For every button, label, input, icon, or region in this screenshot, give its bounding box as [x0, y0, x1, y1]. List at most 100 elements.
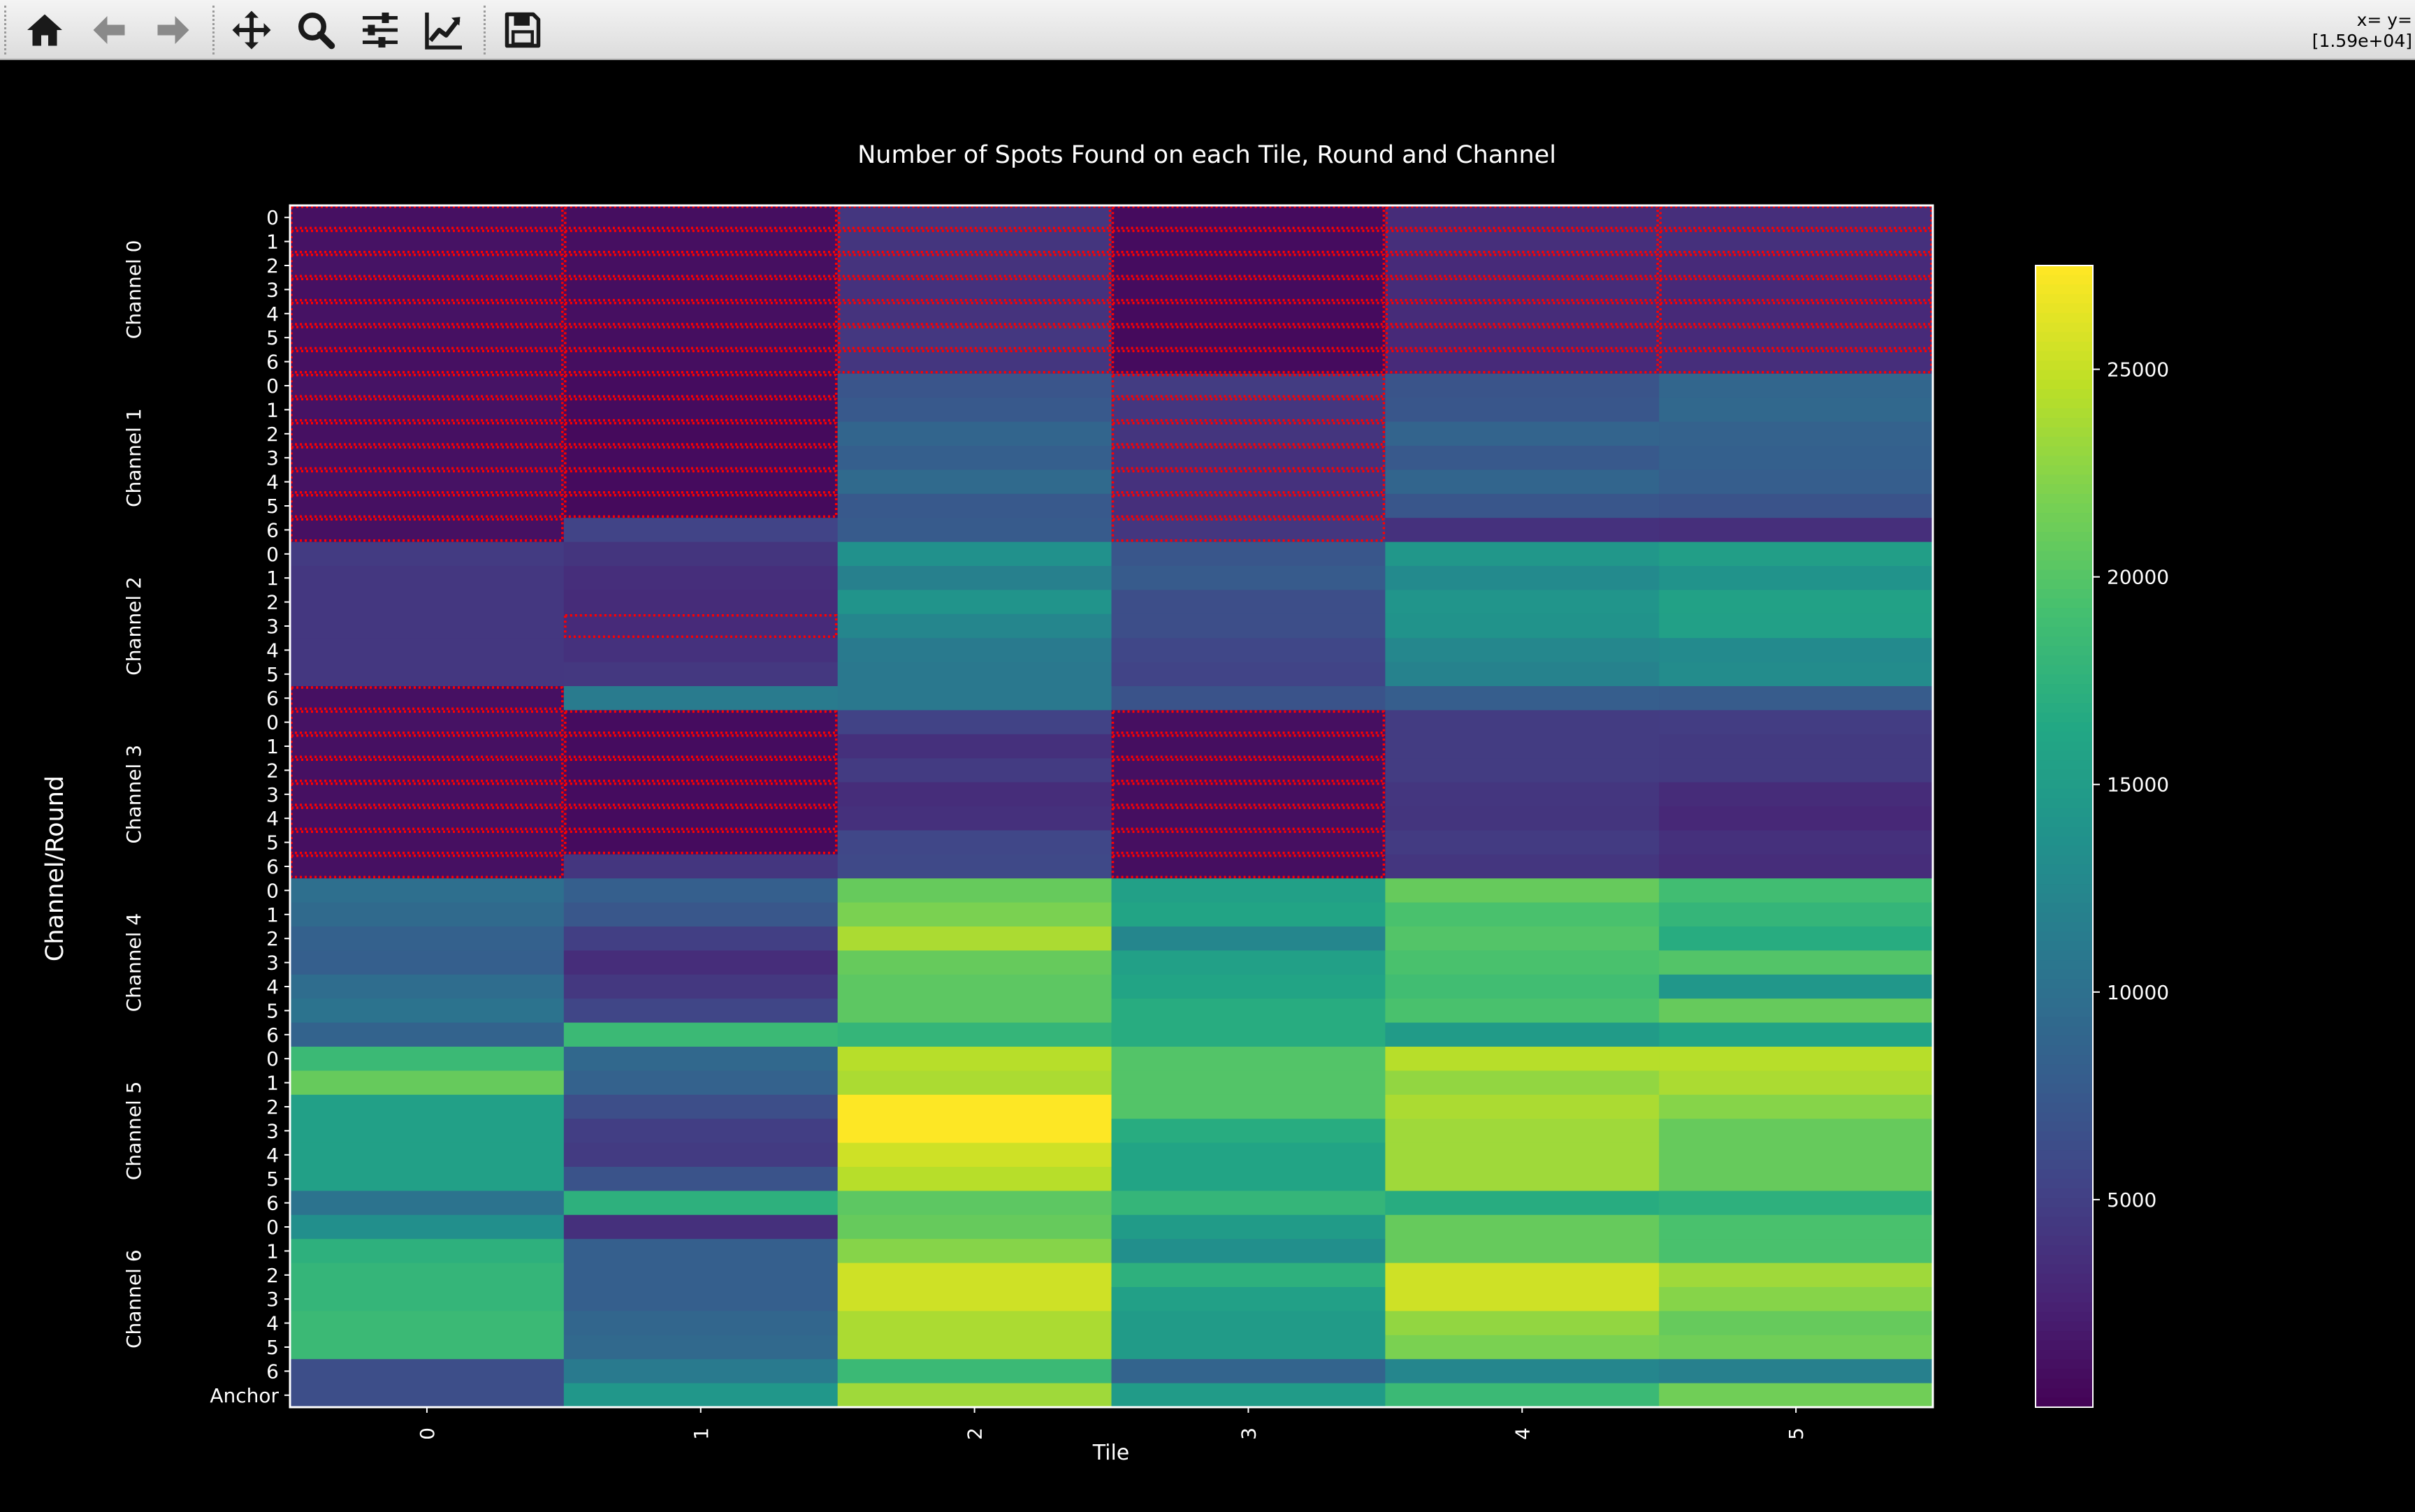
highlighted-cell-outline [1111, 349, 1386, 374]
y-tick-label: 2 [266, 254, 279, 277]
colorbar-segment [2036, 988, 2093, 999]
heatmap-cell [1111, 638, 1386, 663]
heatmap-cell [1385, 566, 1660, 590]
colorbar-segment [2036, 370, 2093, 380]
heatmap-cell [563, 205, 839, 230]
heatmap-cell [1659, 613, 1934, 639]
heatmap-cell [290, 253, 565, 278]
colorbar-segment [2036, 664, 2093, 676]
heatmap-cell [1659, 806, 1934, 831]
heatmap-cell [563, 950, 839, 975]
save-button[interactable] [496, 4, 549, 56]
pan-button[interactable] [225, 4, 278, 56]
y-tick-label: 6 [266, 1192, 279, 1215]
colorbar-tick-label: 5000 [2107, 1188, 2156, 1212]
heatmap-cell [837, 349, 1112, 375]
heatmap-cell [563, 277, 839, 303]
heatmap-cell [290, 1070, 565, 1096]
heatmap-cell [837, 1214, 1112, 1240]
heatmap-cell [290, 205, 565, 230]
zoom-button[interactable] [289, 4, 342, 56]
configure-subplots-button[interactable] [354, 4, 407, 56]
highlighted-cell-outline [290, 518, 564, 542]
heatmap-cell [290, 1022, 565, 1047]
heatmap-cell [1659, 1047, 1934, 1071]
heatmap-cell [563, 229, 839, 254]
edit-axis-button[interactable] [418, 4, 471, 56]
heatmap-cell [1659, 1239, 1934, 1264]
heatmap-cell [1659, 854, 1934, 879]
heatmap-chart[interactable]: 0123456012345601234560123456012345601234… [0, 60, 2415, 1509]
x-tick-label: 2 [964, 1427, 987, 1440]
heatmap-cell [563, 1359, 839, 1384]
heatmap-cell [563, 1070, 839, 1096]
y-tick-label: 0 [266, 1216, 279, 1239]
heatmap-cell [1385, 878, 1660, 903]
colorbar-segment [2036, 874, 2093, 885]
heatmap-cell [1111, 1239, 1386, 1264]
heatmap-cell [1659, 638, 1934, 663]
heatmap-cell [1385, 686, 1660, 711]
colorbar-segment [2036, 1369, 2093, 1379]
highlighted-cell-outline [290, 254, 564, 277]
colorbar-segment [2036, 741, 2093, 752]
colorbar-segment [2036, 940, 2093, 951]
coordinate-readout: x= y= [1.59e+04] [2312, 10, 2412, 52]
heatmap-cell [1385, 710, 1660, 735]
heatmap-cell [563, 470, 839, 495]
heatmap-cell [1659, 710, 1934, 735]
y-tick-label: 6 [266, 1024, 279, 1047]
y-tick-label: 4 [266, 1312, 279, 1335]
colorbar-segment [2036, 703, 2093, 713]
colorbar-segment [2036, 1388, 2093, 1398]
colorbar-segment [2036, 903, 2093, 913]
heatmap-cell [1659, 782, 1934, 807]
highlighted-cell-outline [290, 301, 564, 326]
heatmap-cell [837, 1022, 1112, 1047]
heatmap-cell [1111, 974, 1386, 999]
y-tick-label: 5 [266, 326, 279, 349]
colorbar-segment [2036, 341, 2093, 352]
heatmap-cell [1385, 758, 1660, 783]
y-tick-label: 0 [266, 879, 279, 902]
highlighted-cell-outline [1659, 277, 1933, 302]
highlighted-cell-outline [290, 229, 564, 254]
heatmap-cell [563, 493, 839, 518]
y-tick-label: Anchor [210, 1384, 279, 1407]
colorbar-segment [2036, 493, 2093, 504]
heatmap-cell [1385, 734, 1660, 759]
heatmap-cell [1111, 613, 1386, 639]
back-button[interactable] [82, 4, 136, 56]
colorbar-segment [2036, 437, 2093, 447]
colorbar-segment [2036, 1293, 2093, 1303]
colorbar-segment [2036, 637, 2093, 647]
home-button[interactable] [18, 4, 71, 56]
heatmap-cell [1385, 1335, 1660, 1360]
heatmap-cell [1385, 1094, 1660, 1119]
heatmap-cell [563, 541, 839, 567]
heatmap-cell [563, 830, 839, 855]
colorbar-segment [2036, 569, 2093, 580]
heatmap-cell [1111, 421, 1386, 446]
y-tick-label: 3 [266, 783, 279, 806]
highlighted-cell-outline [564, 758, 838, 783]
heatmap-cell [837, 806, 1112, 831]
colorbar-segment [2036, 1169, 2093, 1179]
heatmap-cell [290, 950, 565, 975]
heatmap-cell [1385, 398, 1660, 423]
toolbar-separator [4, 6, 6, 54]
heatmap-cell [837, 1263, 1112, 1288]
colorbar-frame [2035, 265, 2094, 1408]
heatmap-cell [563, 686, 839, 711]
heatmap-cell [1111, 806, 1386, 831]
heatmap-cell [563, 1287, 839, 1311]
forward-button[interactable] [147, 4, 200, 56]
heatmap-cell [290, 373, 565, 398]
heatmap-cell [1659, 373, 1934, 398]
highlighted-cell-outline [1111, 830, 1386, 855]
colorbar-segment [2036, 408, 2093, 419]
heatmap-cell [1659, 902, 1934, 927]
colorbar-segment [2036, 351, 2093, 361]
highlighted-cell-outline [564, 830, 838, 855]
